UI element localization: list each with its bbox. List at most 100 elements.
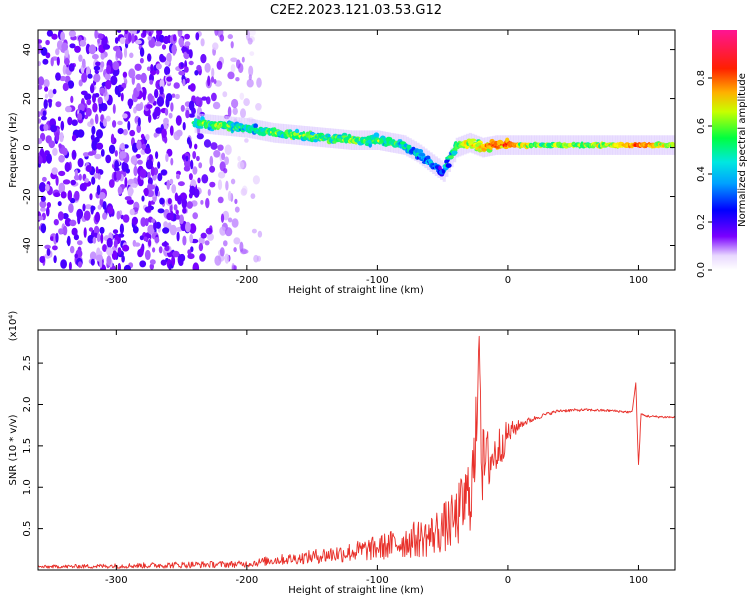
noise-blob bbox=[97, 33, 104, 39]
noise-blob bbox=[67, 190, 73, 201]
noise-blob bbox=[147, 177, 153, 186]
noise-blob bbox=[172, 250, 180, 258]
noise-blob bbox=[48, 140, 55, 149]
noise-blob bbox=[102, 201, 107, 210]
noise-blob bbox=[214, 30, 219, 36]
figure-title: C2E2.2023.121.03.53.G12 bbox=[270, 3, 442, 18]
noise-blob bbox=[120, 142, 125, 151]
noise-blob bbox=[177, 181, 185, 187]
noise-blob bbox=[173, 82, 180, 89]
noise-blob bbox=[233, 265, 237, 270]
noise-blob bbox=[187, 253, 195, 260]
noise-blob bbox=[157, 173, 163, 182]
noise-blob bbox=[224, 253, 230, 264]
noise-blob bbox=[105, 154, 112, 164]
noise-blob bbox=[77, 158, 84, 168]
noise-blob bbox=[117, 186, 123, 195]
noise-blob bbox=[142, 91, 146, 101]
noise-blob bbox=[150, 64, 154, 72]
noise-blob bbox=[209, 181, 216, 188]
snr-y-multiplier: (x10⁴) bbox=[8, 311, 19, 342]
noise-blob bbox=[171, 44, 177, 55]
noise-blob bbox=[57, 116, 62, 122]
spectrogram-x-axis-label: Height of straight line (km) bbox=[288, 285, 424, 296]
noise-blob bbox=[166, 179, 171, 190]
noise-blob bbox=[55, 72, 61, 81]
noise-blob bbox=[196, 64, 202, 72]
noise-blob bbox=[201, 174, 209, 184]
noise-blob bbox=[59, 132, 64, 143]
noise-blob bbox=[97, 96, 103, 105]
noise-blob bbox=[130, 183, 138, 188]
noise-blob bbox=[157, 161, 161, 169]
noise-blob bbox=[90, 258, 95, 266]
noise-blob bbox=[58, 170, 66, 177]
noise-blob bbox=[100, 53, 105, 60]
noise-blob bbox=[69, 245, 75, 254]
noise-blob bbox=[114, 85, 120, 95]
noise-blob bbox=[108, 179, 115, 188]
noise-blob bbox=[257, 230, 263, 238]
noise-blob bbox=[211, 67, 215, 78]
noise-blob bbox=[180, 62, 184, 68]
noise-blob bbox=[57, 211, 64, 221]
noise-blob bbox=[165, 153, 169, 163]
noise-blob bbox=[44, 93, 49, 99]
noise-blob bbox=[71, 119, 78, 126]
noise-blob bbox=[139, 57, 144, 64]
noise-blob bbox=[231, 98, 239, 109]
noise-blob bbox=[83, 210, 91, 221]
noise-blob bbox=[42, 110, 47, 117]
noise-blob bbox=[73, 234, 79, 241]
noise-blob bbox=[39, 148, 45, 159]
noise-blob bbox=[112, 229, 119, 235]
noise-blob bbox=[93, 73, 101, 83]
noise-blob bbox=[116, 210, 121, 220]
noise-blob bbox=[188, 113, 195, 118]
noise-blob bbox=[97, 204, 102, 210]
noise-blob bbox=[74, 45, 81, 53]
noise-blob bbox=[246, 78, 254, 88]
noise-blob bbox=[178, 37, 184, 46]
noise-blob bbox=[145, 159, 154, 170]
noise-blob bbox=[188, 60, 194, 66]
noise-blob bbox=[67, 80, 75, 89]
noise-blob bbox=[186, 77, 190, 84]
noise-blob bbox=[179, 214, 184, 225]
noise-blob bbox=[184, 159, 191, 168]
noise-blob bbox=[58, 228, 64, 235]
noise-blob bbox=[143, 187, 149, 197]
noise-blob bbox=[90, 84, 95, 94]
noise-blob bbox=[40, 223, 47, 234]
noise-blob bbox=[77, 261, 83, 268]
noise-blob bbox=[38, 61, 41, 67]
noise-blob bbox=[210, 76, 215, 83]
noise-blob bbox=[94, 211, 101, 223]
noise-blob bbox=[123, 47, 128, 58]
noise-blob bbox=[120, 92, 124, 102]
noise-blob bbox=[58, 155, 65, 163]
noise-blob bbox=[100, 61, 105, 68]
snr-y-axis-label: SNR (10 * v/v) bbox=[8, 414, 19, 485]
noise-blob bbox=[112, 120, 117, 128]
noise-blob bbox=[40, 47, 48, 56]
noise-blob bbox=[166, 52, 172, 64]
noise-blob bbox=[107, 206, 114, 215]
noise-blob bbox=[189, 223, 197, 234]
noise-blob bbox=[97, 38, 101, 44]
noise-blob bbox=[53, 219, 59, 226]
noise-blob bbox=[171, 255, 176, 267]
noise-blob bbox=[78, 54, 83, 62]
noise-blob bbox=[46, 206, 50, 217]
noise-blob bbox=[83, 227, 87, 238]
noise-blob bbox=[219, 161, 226, 172]
noise-blob bbox=[71, 134, 77, 142]
noise-blob bbox=[127, 186, 133, 198]
x-tick-label: 100 bbox=[629, 275, 648, 286]
noise-blob bbox=[48, 99, 52, 108]
noise-blob bbox=[62, 82, 69, 92]
noise-blob bbox=[223, 240, 228, 247]
noise-blob bbox=[217, 144, 224, 151]
noise-blob bbox=[181, 47, 189, 52]
noise-blob bbox=[135, 103, 143, 112]
